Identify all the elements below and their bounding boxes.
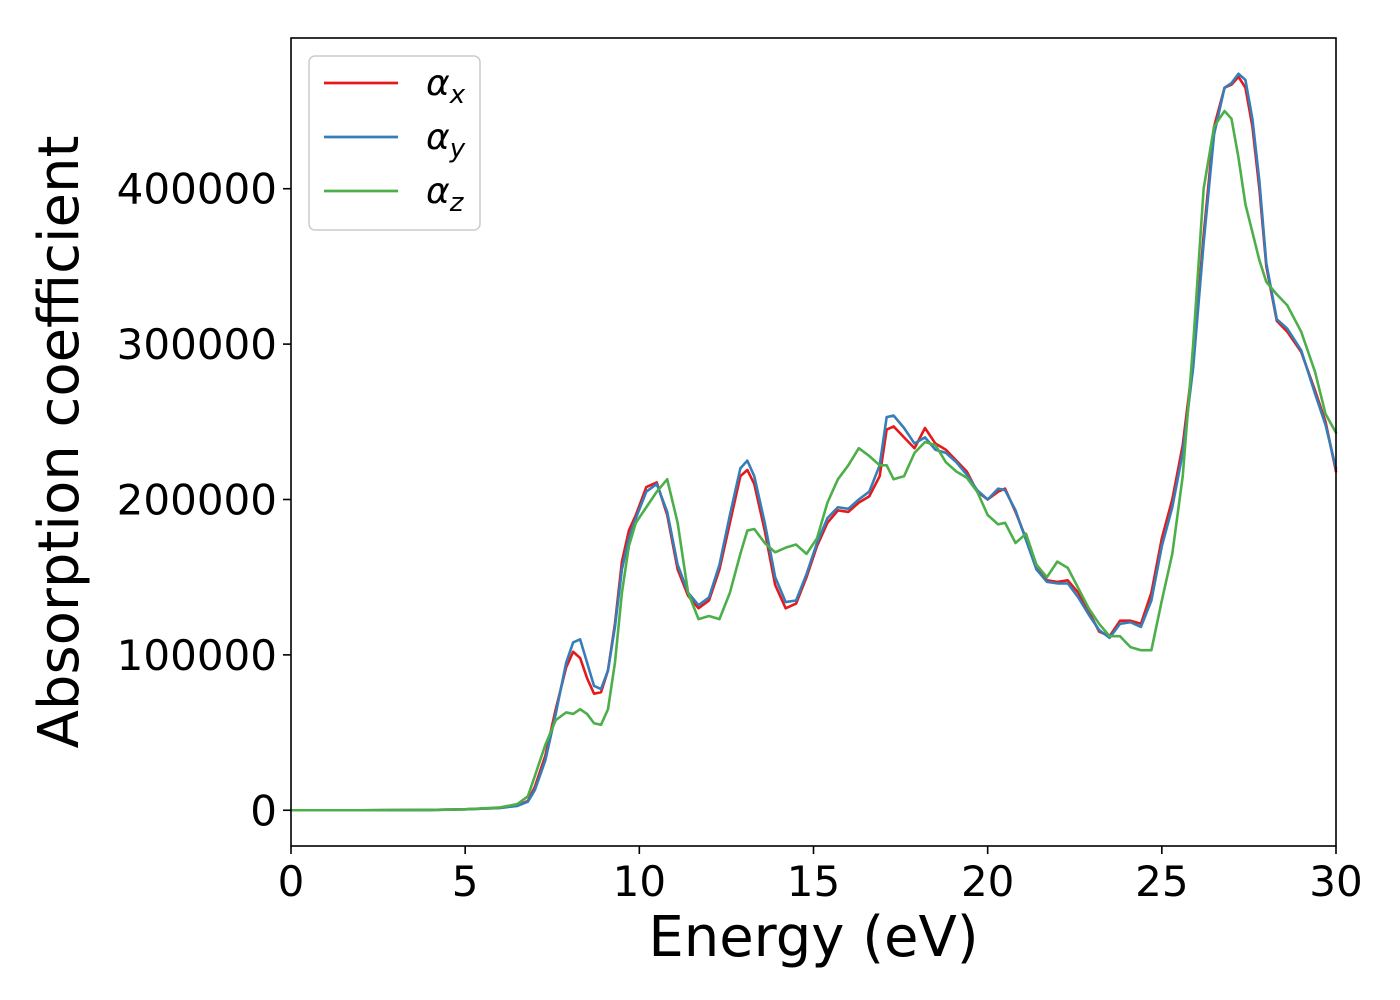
legend-label-y: αy: [426, 117, 466, 164]
y-axis-label: Absorption coefficient: [27, 136, 92, 749]
x-tick-label: 0: [278, 857, 305, 906]
x-tick-label: 30: [1309, 857, 1362, 906]
y-tick-label: 0: [250, 786, 277, 835]
y-tick-label: 400000: [117, 165, 277, 214]
legend-box: [308, 55, 481, 231]
x-axis-ticks: 0 5 10 15 20 25 30: [278, 846, 1363, 906]
legend-subscript-x: x: [449, 80, 466, 110]
series-line-y: [289, 72, 1338, 812]
x-tick-label: 5: [452, 857, 479, 906]
y-tick-label: 200000: [117, 475, 277, 524]
series-line-z: [289, 109, 1338, 812]
x-tick-label: 10: [613, 857, 666, 906]
y-axis-ticks: 0 100000 200000 300000 400000: [117, 165, 291, 835]
y-tick-label: 300000: [117, 320, 277, 369]
x-tick-label: 20: [961, 857, 1014, 906]
y-tick-label: 100000: [117, 631, 277, 680]
x-axis-label: Energy (eV): [648, 905, 978, 970]
series-layer: [289, 72, 1338, 812]
x-tick-label: 25: [1135, 857, 1188, 906]
legend-subscript-z: z: [449, 188, 465, 218]
legend-label-x: αx: [426, 63, 466, 110]
x-tick-label: 15: [787, 857, 840, 906]
legend-subscript-y: y: [449, 134, 466, 164]
